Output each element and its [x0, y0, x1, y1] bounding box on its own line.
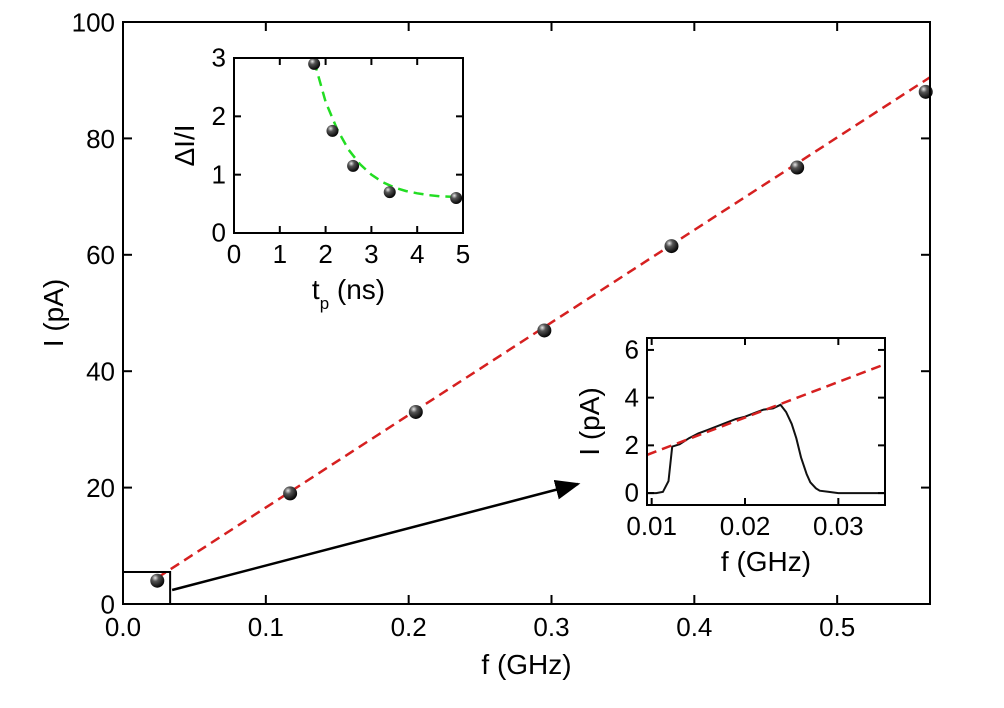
- plot-frame: [233, 57, 464, 234]
- x-axis-title: f (GHz): [481, 649, 571, 680]
- x-tick-label: 0.1: [248, 612, 284, 642]
- y-tick-label: 60: [86, 240, 115, 270]
- y-tick-label: 40: [86, 357, 115, 387]
- y-tick-label: 2: [625, 430, 639, 460]
- plot-area: [234, 58, 463, 233]
- data-point: [537, 323, 552, 338]
- y-tick-label: 1: [212, 159, 226, 189]
- x-tick-label: 2: [318, 239, 332, 269]
- data-point: [326, 124, 339, 137]
- x-tick-label: 0.5: [819, 612, 855, 642]
- y-tick-label: 3: [212, 43, 226, 73]
- data-point: [308, 57, 321, 70]
- zoom-arrow: [171, 480, 581, 592]
- x-tick-label: 0.3: [533, 612, 569, 642]
- y-tick-label: 100: [72, 7, 115, 37]
- y-tick-label: 20: [86, 473, 115, 503]
- x-tick-label: 0.4: [676, 612, 712, 642]
- x-tick-label: 0: [227, 239, 241, 269]
- data-point: [383, 186, 396, 199]
- y-axis-title: I (pA): [38, 279, 69, 347]
- y-tick-label: 4: [625, 382, 639, 412]
- data-point: [150, 573, 165, 588]
- series-group: [647, 363, 885, 495]
- plot-frame: [122, 21, 931, 605]
- fit-line: [312, 60, 461, 199]
- measured-curve: [647, 403, 885, 495]
- x-axis-title: f (GHz): [721, 546, 811, 577]
- y-axis-title: ΔI/I: [169, 124, 200, 166]
- y-tick-label: 2: [212, 101, 226, 131]
- x-tick-label: 0.2: [391, 612, 427, 642]
- data-point: [347, 159, 360, 172]
- data-point: [408, 404, 423, 419]
- data-point: [450, 192, 463, 204]
- y-tick-label: 0: [101, 589, 115, 619]
- y-tick-label: 6: [625, 335, 639, 365]
- y-tick-label: 0: [625, 478, 639, 508]
- data-point: [664, 239, 679, 254]
- y-axis-title: I (pA): [574, 387, 605, 455]
- x-tick-label: 5: [456, 239, 470, 269]
- x-tick-label: 1: [273, 239, 287, 269]
- y-tick-label: 0: [212, 218, 226, 248]
- plot-frame: [646, 337, 886, 506]
- x-axis-title: tp (ns): [312, 274, 385, 313]
- x-tick-label: 0.0: [105, 612, 141, 642]
- zoom-region-box: [122, 570, 172, 605]
- data-point: [283, 486, 298, 501]
- fit-line: [647, 363, 885, 457]
- x-tick-label: 3: [364, 239, 378, 269]
- y-tick-label: 80: [86, 124, 115, 154]
- chart-inset-bottom-right: 0.01 0.02 0.03 0 2 4 6 f (GHz) I (pA): [574, 335, 886, 577]
- data-point: [790, 160, 805, 175]
- x-tick-label: 0.01: [626, 511, 677, 541]
- chart-inset-top-left: 0 1 2 3 4 5 0 1 2 3 tp (ns) ΔI/I: [169, 43, 470, 313]
- x-tick-label: 0.02: [720, 511, 771, 541]
- plot-area: [647, 338, 885, 505]
- x-tick-label: 4: [410, 239, 424, 269]
- series-group: [312, 60, 461, 199]
- x-tick-label: 0.03: [813, 511, 864, 541]
